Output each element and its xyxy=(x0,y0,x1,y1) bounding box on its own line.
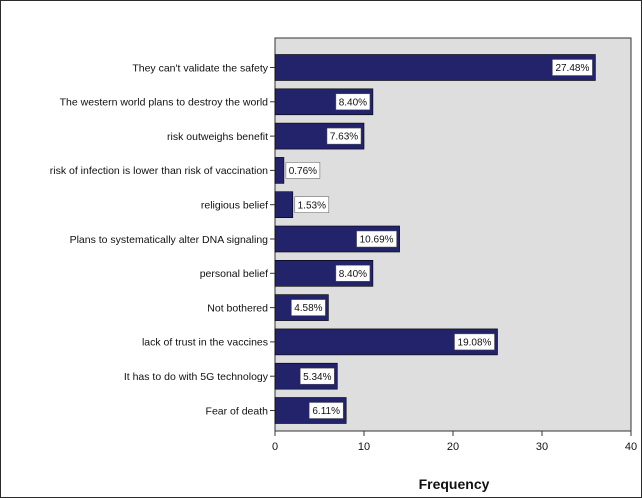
data-label-box xyxy=(308,402,344,419)
data-label: 1.53% xyxy=(298,200,326,211)
data-label-box xyxy=(552,59,593,76)
data-label-box xyxy=(326,127,362,145)
data-label: 6.11% xyxy=(312,406,340,417)
data-label-box xyxy=(300,367,335,385)
bar xyxy=(274,191,294,218)
x-tick-label: 30 xyxy=(536,441,548,453)
data-label-box xyxy=(335,265,371,282)
data-label: 8.40% xyxy=(339,97,367,108)
data-label: 8.40% xyxy=(339,269,367,280)
category-label: lack of trust in the vaccines xyxy=(142,337,268,349)
data-label-box xyxy=(454,333,495,351)
data-label-box xyxy=(285,162,321,179)
data-label: 0.76% xyxy=(289,166,317,177)
data-label: 19.08% xyxy=(458,338,492,349)
x-axis-title: Frequency xyxy=(419,476,490,492)
category-label: religious belief xyxy=(201,200,268,212)
category-label: Fear of death xyxy=(206,405,269,417)
data-label-box xyxy=(356,230,397,248)
category-label: The western world plans to destroy the w… xyxy=(60,97,269,109)
x-tick-label: 0 xyxy=(272,441,278,453)
value-axis: 0 10 20 30 40 xyxy=(272,431,637,453)
bar xyxy=(274,259,374,287)
category-label: Not bothered xyxy=(207,302,268,314)
data-label-box xyxy=(291,299,326,316)
data-label-box xyxy=(294,196,330,213)
data-label: 4.58% xyxy=(294,303,322,314)
category-label: Plans to systematically alter DNA signal… xyxy=(70,234,269,246)
data-label: 27.48% xyxy=(555,63,589,74)
bar xyxy=(274,157,285,184)
data-label: 10.69% xyxy=(360,235,394,246)
x-tick-label: 40 xyxy=(625,441,637,453)
category-axis: They can't validate the safety The wester… xyxy=(50,62,275,417)
data-label: 7.63% xyxy=(330,132,358,143)
bar xyxy=(274,54,596,81)
data-label-box xyxy=(335,93,371,111)
category-label: They can't validate the safety xyxy=(132,62,268,74)
category-label: risk outweighs benefit xyxy=(167,131,268,143)
category-label: risk of infection is lower than risk of … xyxy=(50,165,268,177)
x-tick-label: 20 xyxy=(447,441,459,453)
category-label: personal belief xyxy=(200,268,268,280)
category-label: It has to do with 5G technology xyxy=(124,371,269,383)
data-label: 5.34% xyxy=(303,372,331,383)
x-tick-label: 10 xyxy=(358,441,370,453)
